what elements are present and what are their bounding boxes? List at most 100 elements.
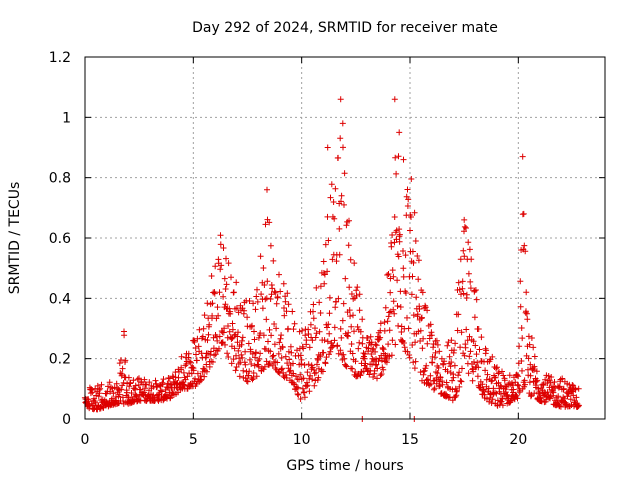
data-point	[134, 376, 141, 383]
data-point	[253, 293, 260, 300]
data-point	[517, 278, 524, 285]
data-point	[391, 96, 398, 103]
data-point	[182, 376, 189, 383]
x-tick-label: 20	[509, 432, 527, 448]
data-point	[333, 258, 340, 265]
data-point	[451, 362, 458, 369]
data-point	[119, 365, 126, 372]
data-point	[533, 368, 540, 375]
data-point	[355, 345, 362, 352]
data-point	[327, 348, 334, 355]
data-point	[228, 274, 234, 281]
data-point	[306, 375, 313, 382]
data-point	[304, 369, 311, 376]
data-point	[142, 381, 149, 388]
data-point	[535, 385, 542, 392]
data-point	[288, 349, 295, 356]
data-point	[473, 351, 480, 358]
data-point	[258, 291, 265, 298]
data-point	[409, 248, 416, 255]
data-point	[441, 358, 448, 365]
data-point	[249, 350, 256, 357]
data-point	[95, 393, 102, 400]
data-point	[320, 349, 327, 356]
data-point	[419, 289, 426, 296]
data-point	[204, 337, 211, 344]
data-point	[305, 331, 312, 337]
data-point	[300, 345, 307, 352]
data-point	[310, 308, 316, 315]
data-point	[270, 257, 277, 264]
data-point	[307, 321, 314, 328]
data-point	[359, 340, 366, 347]
data-point	[373, 361, 380, 368]
data-point	[249, 376, 256, 383]
data-point	[107, 388, 114, 395]
data-point	[346, 307, 353, 314]
data-point	[457, 377, 464, 384]
data-point	[126, 383, 133, 390]
data-point	[555, 393, 562, 400]
data-point	[514, 395, 521, 402]
y-tick-label: 0.2	[49, 352, 71, 368]
data-point	[546, 377, 553, 384]
data-point	[295, 391, 302, 398]
data-point	[93, 392, 100, 399]
data-point	[321, 337, 328, 344]
data-point	[291, 320, 298, 327]
data-point	[449, 377, 456, 384]
y-tick-label: 0.8	[49, 171, 71, 187]
y-tick-label: 1.2	[49, 50, 71, 66]
data-point	[185, 350, 192, 357]
data-point	[487, 394, 493, 401]
data-point	[392, 154, 399, 161]
data-point	[271, 321, 278, 327]
data-point	[474, 359, 481, 366]
data-point	[339, 317, 346, 324]
data-point	[377, 320, 384, 327]
data-point	[324, 268, 331, 275]
data-point	[253, 373, 260, 380]
x-axis-label: GPS time / hours	[286, 458, 403, 474]
data-point	[439, 381, 446, 388]
data-point	[517, 303, 524, 310]
data-point	[385, 313, 392, 320]
data-point	[522, 381, 528, 388]
data-point	[349, 365, 356, 372]
data-point	[250, 370, 257, 376]
data-point	[160, 376, 167, 383]
data-point	[348, 291, 355, 297]
data-point	[374, 365, 381, 372]
data-point	[338, 198, 344, 205]
data-point	[230, 289, 237, 296]
data-point	[410, 259, 417, 266]
data-point	[475, 326, 482, 332]
data-point	[575, 402, 582, 409]
data-point	[297, 371, 304, 378]
data-point	[178, 353, 185, 360]
data-point	[567, 396, 574, 403]
data-point	[467, 285, 474, 292]
data-point	[267, 348, 274, 355]
data-point	[475, 364, 482, 371]
data-point	[466, 246, 473, 253]
data-point	[459, 285, 466, 292]
data-point	[401, 344, 408, 351]
data-point	[390, 306, 397, 313]
data-point	[559, 375, 566, 382]
data-point	[389, 337, 396, 344]
data-point	[514, 381, 521, 388]
data-point	[461, 352, 468, 359]
data-point	[368, 351, 375, 357]
data-point	[206, 321, 213, 328]
data-point	[314, 361, 320, 368]
data-point	[494, 397, 501, 404]
data-point	[121, 328, 127, 335]
data-point	[290, 380, 297, 387]
data-point	[466, 333, 473, 340]
data-point	[125, 374, 132, 381]
data-point	[235, 347, 242, 354]
data-point	[203, 361, 210, 368]
data-point	[223, 281, 230, 288]
data-point	[412, 339, 419, 346]
